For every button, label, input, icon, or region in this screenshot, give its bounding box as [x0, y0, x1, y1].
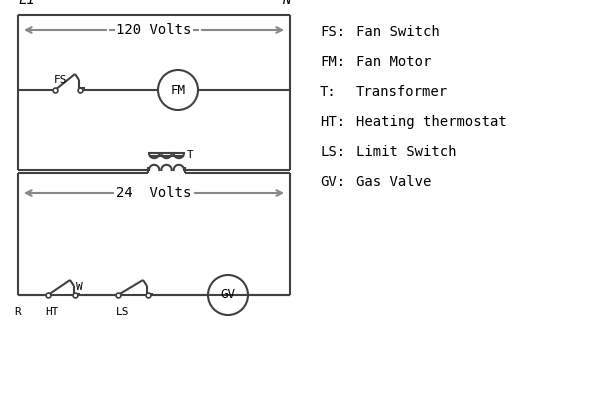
Text: FM: FM	[171, 84, 185, 96]
Text: 24  Volts: 24 Volts	[116, 186, 192, 200]
Text: Gas Valve: Gas Valve	[356, 175, 431, 189]
Text: HT: HT	[45, 307, 58, 317]
Text: HT:: HT:	[320, 115, 345, 129]
Text: T:: T:	[320, 85, 337, 99]
Text: FS: FS	[54, 75, 67, 85]
Text: L1: L1	[18, 0, 35, 7]
Text: GV: GV	[221, 288, 235, 302]
Text: W: W	[76, 282, 83, 292]
Text: LS:: LS:	[320, 145, 345, 159]
Text: R: R	[15, 307, 21, 317]
Text: Fan Switch: Fan Switch	[356, 25, 440, 39]
Text: 120 Volts: 120 Volts	[116, 23, 192, 37]
Text: FM:: FM:	[320, 55, 345, 69]
Text: FS:: FS:	[320, 25, 345, 39]
Text: Transformer: Transformer	[356, 85, 448, 99]
Text: T: T	[187, 150, 194, 160]
Text: Fan Motor: Fan Motor	[356, 55, 431, 69]
Text: LS: LS	[116, 307, 130, 317]
Text: N: N	[281, 0, 290, 7]
Text: Limit Switch: Limit Switch	[356, 145, 457, 159]
Text: Heating thermostat: Heating thermostat	[356, 115, 507, 129]
Text: GV:: GV:	[320, 175, 345, 189]
